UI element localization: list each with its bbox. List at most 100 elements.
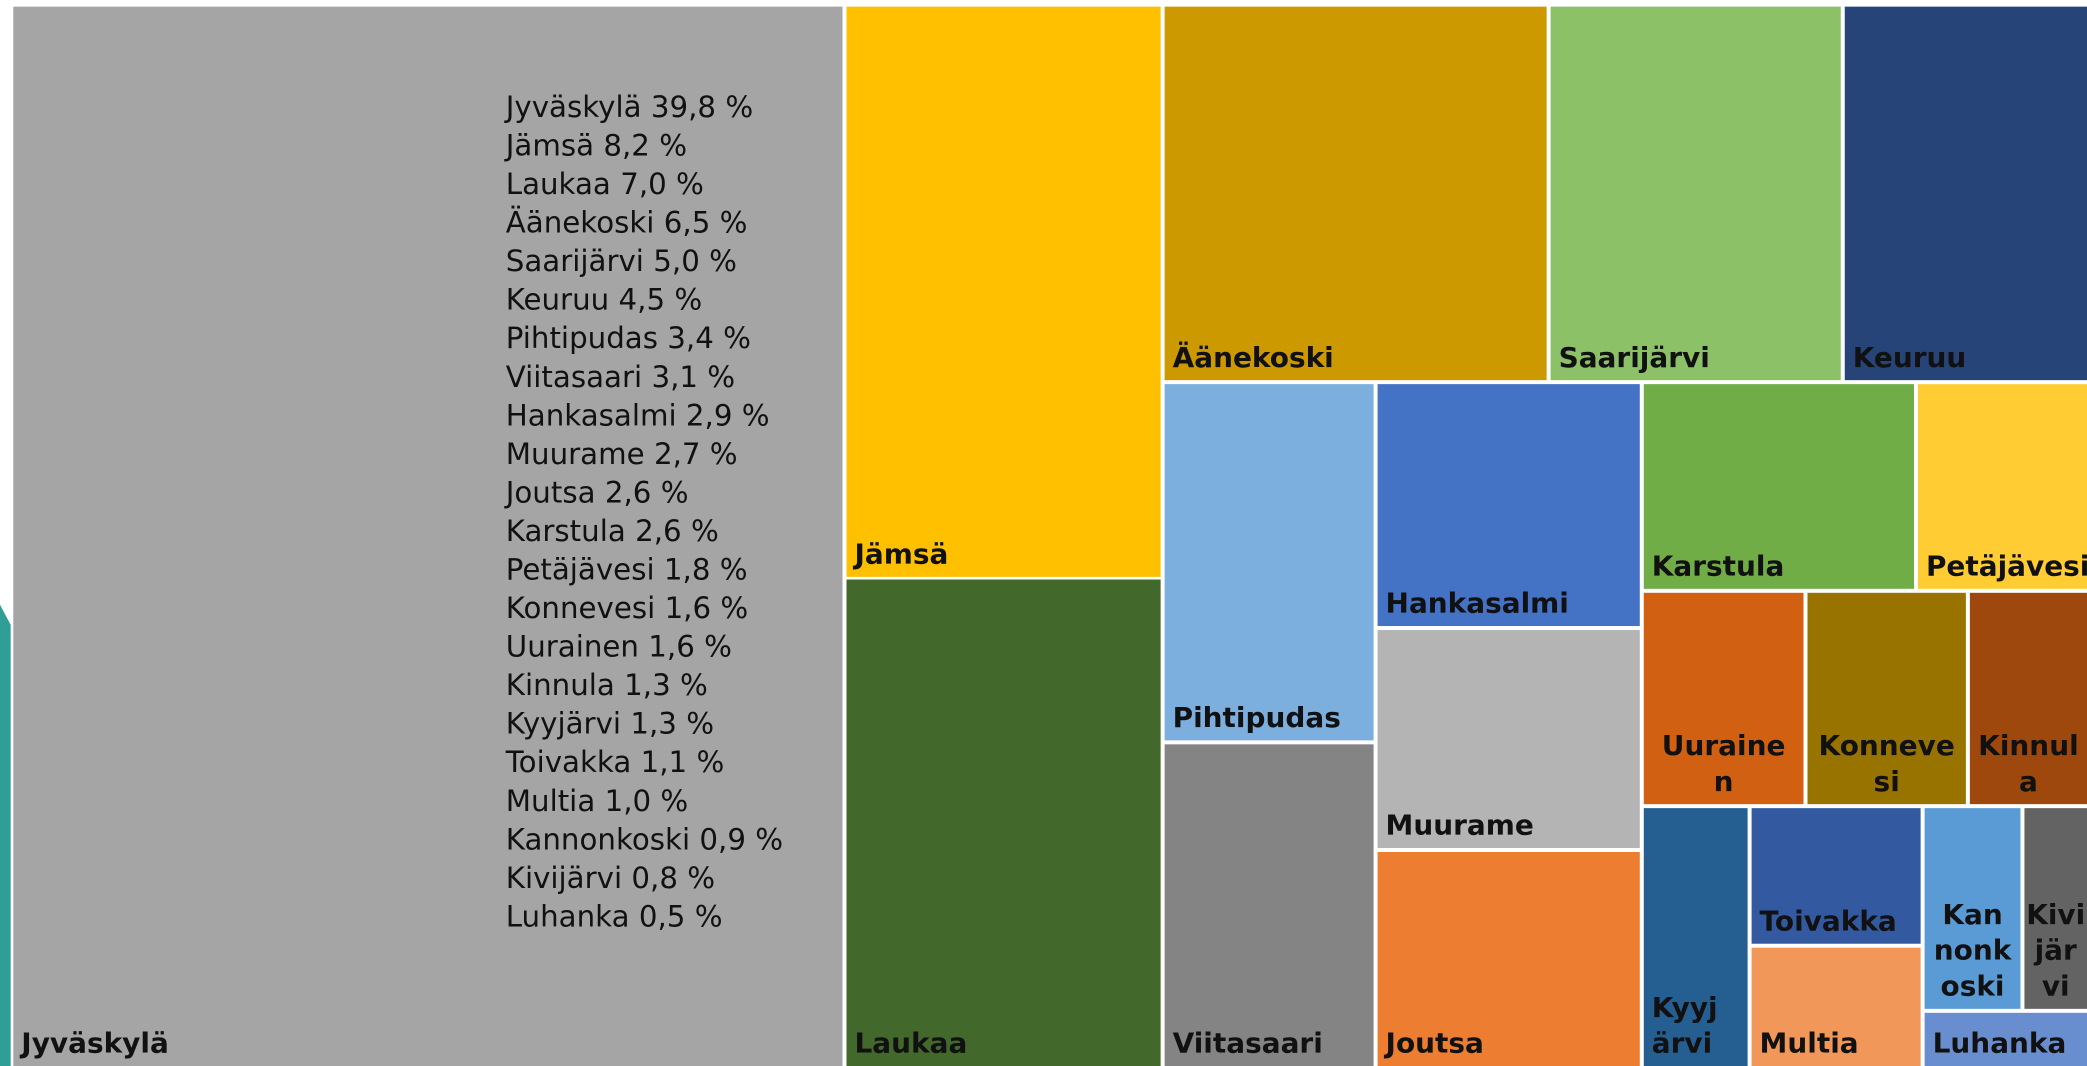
legend-name: Kyyjärvi (506, 707, 621, 741)
cell-label: Viitasaari (1173, 1027, 1323, 1060)
legend-value: 1,3 % (624, 668, 708, 702)
legend-entry: Petäjävesi 1,8 % (506, 553, 748, 587)
legend-entry: Kinnula 1,3 % (506, 668, 708, 702)
treemap-cell (1924, 808, 2021, 1009)
cell-label: Laukaa (854, 1027, 967, 1060)
legend-name: Luhanka (506, 899, 630, 933)
legend-name: Saarijärvi (506, 244, 644, 278)
legend-entry: Jämsä 8,2 % (504, 129, 687, 163)
treemap-cell (1643, 592, 1804, 805)
cell-label: Karstula (1652, 550, 1785, 583)
legend-entry: Joutsa 2,6 % (504, 475, 689, 509)
legend-value: 1,6 % (665, 591, 749, 625)
legend-value: 3,4 % (667, 321, 751, 355)
legend-entry: Toivakka 1,1 % (505, 745, 725, 779)
cell-label: Petäjävesi (1926, 550, 2087, 583)
treemap-cell (1550, 6, 1841, 381)
legend-entry: Luhanka 0,5 % (506, 899, 723, 933)
legend-name: Kannonkoski (506, 822, 690, 856)
cell-label: Luhanka (1933, 1027, 2067, 1060)
cell-label: Multia (1760, 1027, 1859, 1060)
treemap-cell (1751, 947, 1921, 1066)
legend-name: Laukaa (506, 167, 611, 201)
legend-value: 2,6 % (635, 514, 719, 548)
legend-value: 0,9 % (699, 822, 783, 856)
cell-label: Hankasalmi (1386, 587, 1569, 620)
cell-label: Saarijärvi (1559, 341, 1710, 374)
treemap-cell (846, 579, 1161, 1066)
legend-value: 2,6 % (605, 475, 689, 509)
legend-entry: Keuruu 4,5 % (506, 283, 702, 317)
cell-label: Jyväskylä (19, 1027, 169, 1060)
legend-entry: Viitasaari 3,1 % (506, 360, 735, 394)
decoration (0, 604, 11, 1066)
legend-entry: Multia 1,0 % (506, 784, 688, 818)
legend-name: Hankasalmi (506, 398, 677, 432)
treemap-cell (13, 6, 843, 1066)
legend-value: 7,0 % (620, 167, 704, 201)
legend-name: Konnevesi (506, 591, 655, 625)
legend-entry: Konnevesi 1,6 % (506, 591, 748, 625)
treemap-cell (1377, 630, 1640, 849)
cell-label: Kyyj ärvi (1652, 991, 1718, 1060)
legend-name: Uurainen (506, 630, 639, 664)
legend-name: Viitasaari (506, 360, 642, 394)
legend-entry: Saarijärvi 5,0 % (506, 244, 737, 278)
legend-value: 6,5 % (664, 206, 748, 240)
legend-name: Jämsä (504, 129, 594, 163)
legend-name: Muurame (506, 437, 645, 471)
cell-label: Jämsä (852, 538, 948, 571)
legend-entry: Pihtipudas 3,4 % (506, 321, 751, 355)
legend-name: Petäjävesi (506, 553, 655, 587)
cell-label: Kinnul a (1978, 729, 2078, 798)
legend-entry: Muurame 2,7 % (506, 437, 738, 471)
treemap-cell (1844, 6, 2087, 381)
legend-name: Multia (506, 784, 595, 818)
legend-value: 4,5 % (619, 283, 703, 317)
treemap-cell (1164, 744, 1374, 1066)
legend-name: Kinnula (506, 668, 615, 702)
legend-name: Jyväskylä (504, 90, 642, 124)
legend-entry: Kannonkoski 0,9 % (506, 822, 783, 856)
cell-label: Joutsa (1384, 1027, 1484, 1060)
treemap-cell (1917, 384, 2087, 589)
legend-value: 3,1 % (651, 360, 735, 394)
cell-label: Muurame (1386, 809, 1534, 842)
legend-value: 2,9 % (686, 398, 770, 432)
treemap-cell (1751, 808, 1921, 944)
legend-value: 0,5 % (639, 899, 723, 933)
treemap-cell (1924, 1012, 2087, 1066)
legend-value: 1,3 % (630, 707, 714, 741)
cell-label: Kan nonk oski (1934, 898, 2013, 1003)
legend-entry: Kivijärvi 0,8 % (506, 861, 715, 895)
legend-value: 1,8 % (664, 553, 748, 587)
legend-value: 1,0 % (605, 784, 689, 818)
cell-label: Konneve si (1819, 729, 1955, 798)
cell-label: Äänekoski (1173, 340, 1334, 374)
legend-entry: Äänekoski 6,5 % (506, 205, 748, 240)
treemap-cell (2024, 808, 2087, 1009)
legend-name: Kivijärvi (506, 861, 622, 895)
treemap-cell (1164, 384, 1374, 741)
legend-entry: Karstula 2,6 % (506, 514, 719, 548)
legend-value: 1,6 % (648, 630, 732, 664)
treemap-cell (1807, 592, 1966, 805)
cell-label: Toivakka (1760, 904, 1897, 937)
legend-entry: Uurainen 1,6 % (506, 630, 732, 664)
cell-label: Kivi jär vi (2026, 898, 2085, 1003)
treemap-cell (1377, 384, 1640, 627)
treemap-cell (846, 6, 1161, 577)
cell-label: Keuruu (1853, 341, 1967, 374)
legend-value: 2,7 % (654, 437, 738, 471)
cell-label: Uuraine n (1662, 729, 1786, 798)
legend-name: Pihtipudas (506, 321, 658, 355)
treemap-cell (1164, 6, 1547, 381)
cell-label: Pihtipudas (1173, 701, 1341, 734)
treemap-cell (1969, 592, 2087, 805)
legend-value: 1,1 % (641, 745, 725, 779)
legend-name: Äänekoski (506, 205, 655, 240)
legend-name: Toivakka (505, 745, 632, 779)
legend-entry: Kyyjärvi 1,3 % (506, 707, 714, 741)
